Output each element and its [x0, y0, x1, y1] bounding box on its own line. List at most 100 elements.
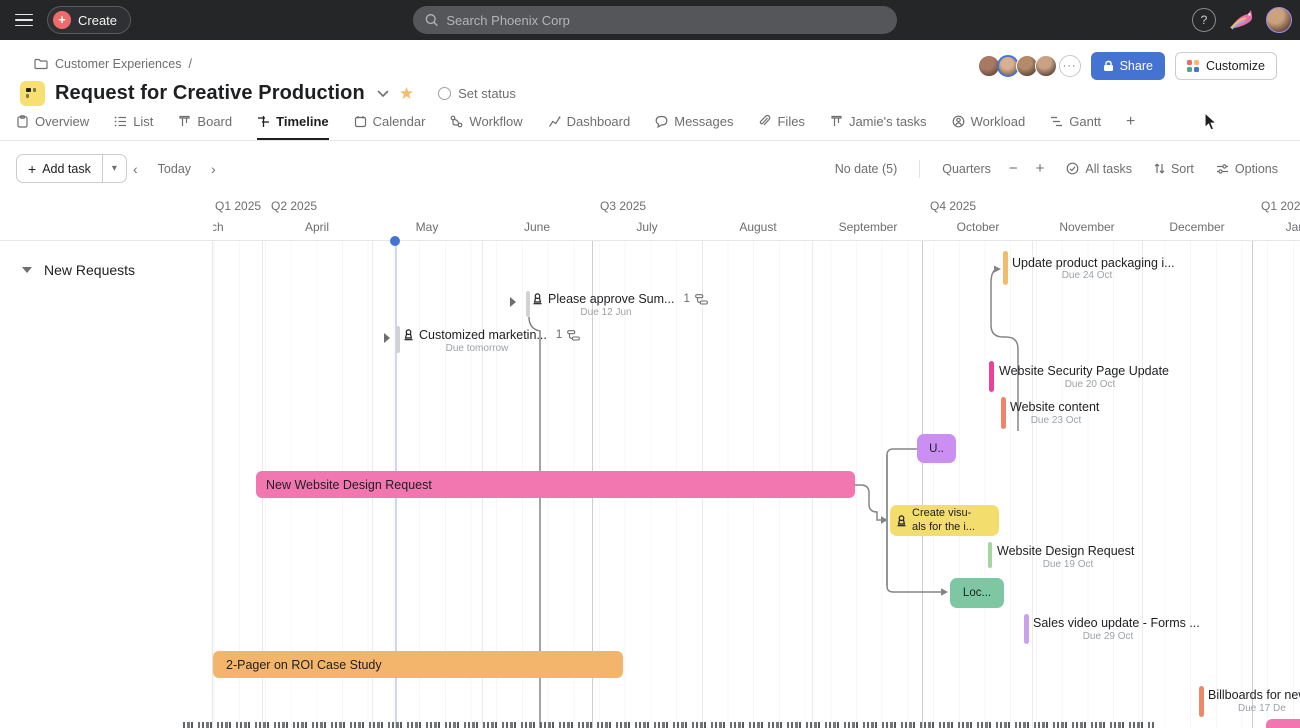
task-customized-marketing[interactable]: Customized marketin... 1: [403, 328, 581, 342]
task-update-packaging[interactable]: Update product packaging i...: [1012, 256, 1175, 270]
due-date: Due 29 Oct: [1082, 631, 1134, 642]
prev-period-button[interactable]: ‹: [133, 160, 138, 177]
more-members-button[interactable]: ···: [1058, 55, 1081, 77]
help-button[interactable]: ?: [1192, 8, 1216, 32]
task-chip-loc[interactable]: Loc...: [950, 578, 1004, 608]
chevron-down-icon[interactable]: [377, 90, 389, 98]
customize-label: Customize: [1205, 59, 1265, 73]
tab-jamies-tasks[interactable]: Jamie's tasks: [830, 110, 927, 140]
task-chip-u[interactable]: U..: [917, 434, 956, 463]
tab-board[interactable]: Board: [178, 110, 232, 140]
sort-button[interactable]: Sort: [1154, 162, 1194, 176]
tab-dashboard[interactable]: Dashboard: [548, 110, 630, 140]
celebration-unicorn-icon[interactable]: [1228, 8, 1254, 32]
task-minibar[interactable]: [526, 291, 530, 317]
set-status-button[interactable]: Set status: [438, 86, 516, 101]
task-bar-website-security[interactable]: [989, 361, 994, 392]
collapse-caret-icon[interactable]: [22, 267, 32, 273]
task-website-content[interactable]: Website content: [1010, 400, 1100, 414]
calendar-icon: [354, 115, 366, 127]
message-bubble-icon: [655, 115, 668, 128]
avatar[interactable]: [1034, 55, 1057, 77]
quarter-label: Q1 2025: [215, 199, 262, 213]
tab-list[interactable]: List: [114, 110, 153, 140]
user-avatar[interactable]: [1266, 7, 1292, 33]
plus-icon: +: [28, 160, 37, 177]
task-bar-new-website-design[interactable]: New Website Design Request: [256, 471, 855, 498]
create-button-label: Create: [78, 12, 118, 28]
search-input[interactable]: [446, 12, 885, 28]
customize-button[interactable]: Customize: [1174, 52, 1277, 80]
task-please-approve[interactable]: Please approve Sum... 1: [532, 292, 708, 306]
task-bar-update-packaging[interactable]: [1003, 251, 1008, 285]
tab-calendar[interactable]: Calendar: [354, 110, 425, 140]
gridline-quarter: [922, 241, 923, 728]
month-label: May: [415, 220, 439, 234]
month-label: November: [1059, 220, 1115, 234]
tab-workload[interactable]: Workload: [952, 110, 1025, 140]
task-minibar[interactable]: [396, 326, 400, 353]
tab-workflow[interactable]: Workflow: [450, 110, 523, 140]
task-website-design-request[interactable]: Website Design Request: [997, 544, 1135, 558]
month-label: June: [523, 220, 551, 234]
gridline-quarter: [1252, 241, 1253, 728]
task-bar-partial[interactable]: [1266, 719, 1300, 728]
breadcrumb-label: Customer Experiences: [55, 57, 182, 71]
tab-timeline[interactable]: Timeline: [257, 110, 329, 140]
add-task-dropdown[interactable]: ▾: [111, 163, 117, 174]
timeline-icon: [258, 115, 270, 127]
today-marker[interactable]: [390, 236, 400, 246]
expand-caret[interactable]: [384, 333, 390, 343]
divider: [919, 159, 921, 178]
tab-files[interactable]: Files: [758, 110, 805, 140]
due-date: Due 12 Jun: [580, 307, 632, 318]
gantt-canvas: Please approve Sum... 1 Due 12 Jun Custo…: [0, 236, 1300, 728]
sort-arrows-icon: [1154, 163, 1165, 174]
task-billboards[interactable]: Billboards for new: [1208, 688, 1300, 702]
share-button[interactable]: Share: [1090, 52, 1165, 80]
task-bar-sales-video[interactable]: [1024, 614, 1029, 644]
check-circle-icon: [1067, 162, 1079, 175]
sidebar-toggle-icon[interactable]: [15, 13, 33, 27]
create-button[interactable]: + Create: [47, 6, 132, 34]
options-button[interactable]: Options: [1216, 162, 1278, 176]
zoom-level-label[interactable]: Quarters: [942, 161, 991, 176]
today-button[interactable]: Today: [157, 161, 192, 176]
due-date: Due 19 Oct: [1042, 559, 1094, 570]
project-header: Customer Experiences / Request for Creat…: [0, 40, 1300, 110]
tab-overview[interactable]: Overview: [16, 110, 89, 140]
zoom-in-button[interactable]: +: [1035, 160, 1045, 177]
tab-gantt[interactable]: Gantt: [1050, 110, 1101, 140]
member-avatars[interactable]: ···: [977, 55, 1081, 77]
task-bar-two-pager[interactable]: 2-Pager on ROI Case Study: [213, 651, 623, 678]
due-date: Due 24 Oct: [1061, 270, 1113, 281]
favorite-star-icon[interactable]: ★: [398, 83, 415, 103]
add-tab-button[interactable]: +: [1126, 113, 1136, 130]
search-icon: [425, 13, 438, 27]
approval-icon: [897, 514, 906, 526]
dependency-icon: [567, 329, 581, 341]
all-tasks-filter[interactable]: All tasks: [1066, 162, 1132, 176]
due-date: Due tomorrow: [445, 343, 509, 354]
status-circle-icon: [438, 87, 452, 100]
expand-caret[interactable]: [510, 297, 516, 307]
task-website-security[interactable]: Website Security Page Update: [999, 364, 1170, 378]
breadcrumb[interactable]: Customer Experiences /: [34, 57, 192, 71]
next-period-button[interactable]: ›: [211, 160, 216, 177]
task-sales-video[interactable]: Sales video update - Forms ...: [1033, 616, 1200, 630]
project-icon[interactable]: [20, 81, 45, 106]
month-label: March: [213, 220, 224, 234]
global-search[interactable]: [413, 6, 897, 34]
task-chip-create-visuals[interactable]: Create visu-als for the i...: [890, 505, 999, 536]
no-date-button[interactable]: No date (5): [834, 161, 898, 176]
section-new-requests[interactable]: New Requests: [22, 262, 135, 278]
task-bar-billboards[interactable]: [1199, 686, 1204, 717]
task-bar-website-design-request[interactable]: [988, 542, 992, 568]
gridline: [1142, 241, 1143, 728]
task-bar-website-content[interactable]: [1001, 397, 1006, 429]
zoom-out-button[interactable]: −: [1008, 160, 1018, 177]
tab-messages[interactable]: Messages: [655, 110, 733, 140]
add-task-button[interactable]: + Add task ▾: [16, 154, 127, 183]
month-label: September: [838, 220, 898, 234]
